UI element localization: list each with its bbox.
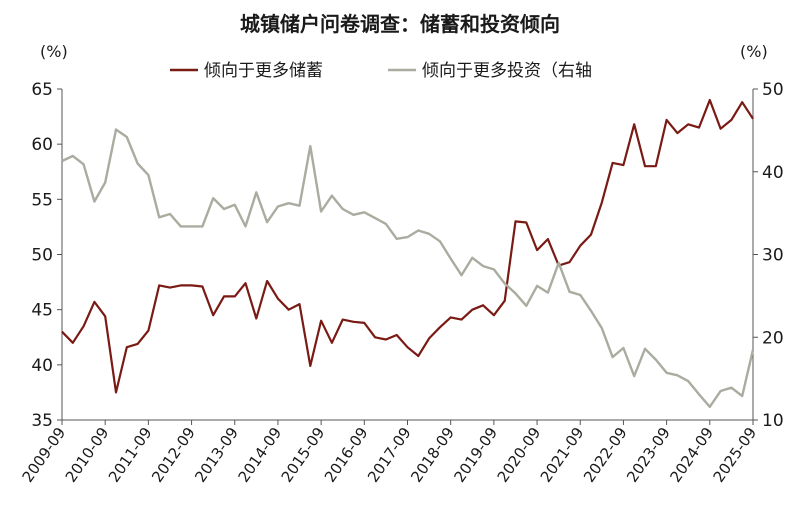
investment-series-line (61, 128, 755, 408)
legend-label-investment: 倾向于更多投资（右轴 (422, 61, 592, 81)
left-tick-label: 60 (31, 135, 53, 155)
x-tick-label: 2025-09 (710, 424, 761, 486)
right-tick-label: 40 (762, 163, 784, 183)
legend: 倾向于更多储蓄 倾向于更多投资（右轴 (170, 61, 592, 81)
right-axis-ticks: 10 20 30 40 50 (753, 80, 784, 431)
left-tick-label: 35 (31, 411, 53, 431)
left-tick-label: 45 (31, 301, 53, 321)
left-axis-unit: (%) (40, 42, 68, 61)
left-axis-ticks: 35 40 45 50 55 60 65 (31, 80, 62, 431)
left-tick-label: 55 (31, 190, 53, 210)
left-tick-label: 40 (31, 356, 53, 376)
left-tick-label: 50 (31, 246, 53, 266)
chart-title: 城镇储户问卷调查：储蓄和投资倾向 (240, 12, 560, 36)
legend-label-savings: 倾向于更多储蓄 (204, 61, 323, 81)
right-tick-label: 20 (762, 328, 784, 348)
right-tick-label: 50 (762, 80, 784, 100)
x-axis-ticks: 2009-092010-092011-092012-092013-092014-… (19, 420, 761, 486)
right-tick-label: 10 (762, 411, 784, 431)
left-tick-label: 65 (31, 80, 53, 100)
savings-series-line (61, 98, 754, 394)
right-axis-unit: (%) (740, 42, 768, 61)
right-tick-label: 30 (762, 246, 784, 266)
series-layer (61, 98, 755, 408)
